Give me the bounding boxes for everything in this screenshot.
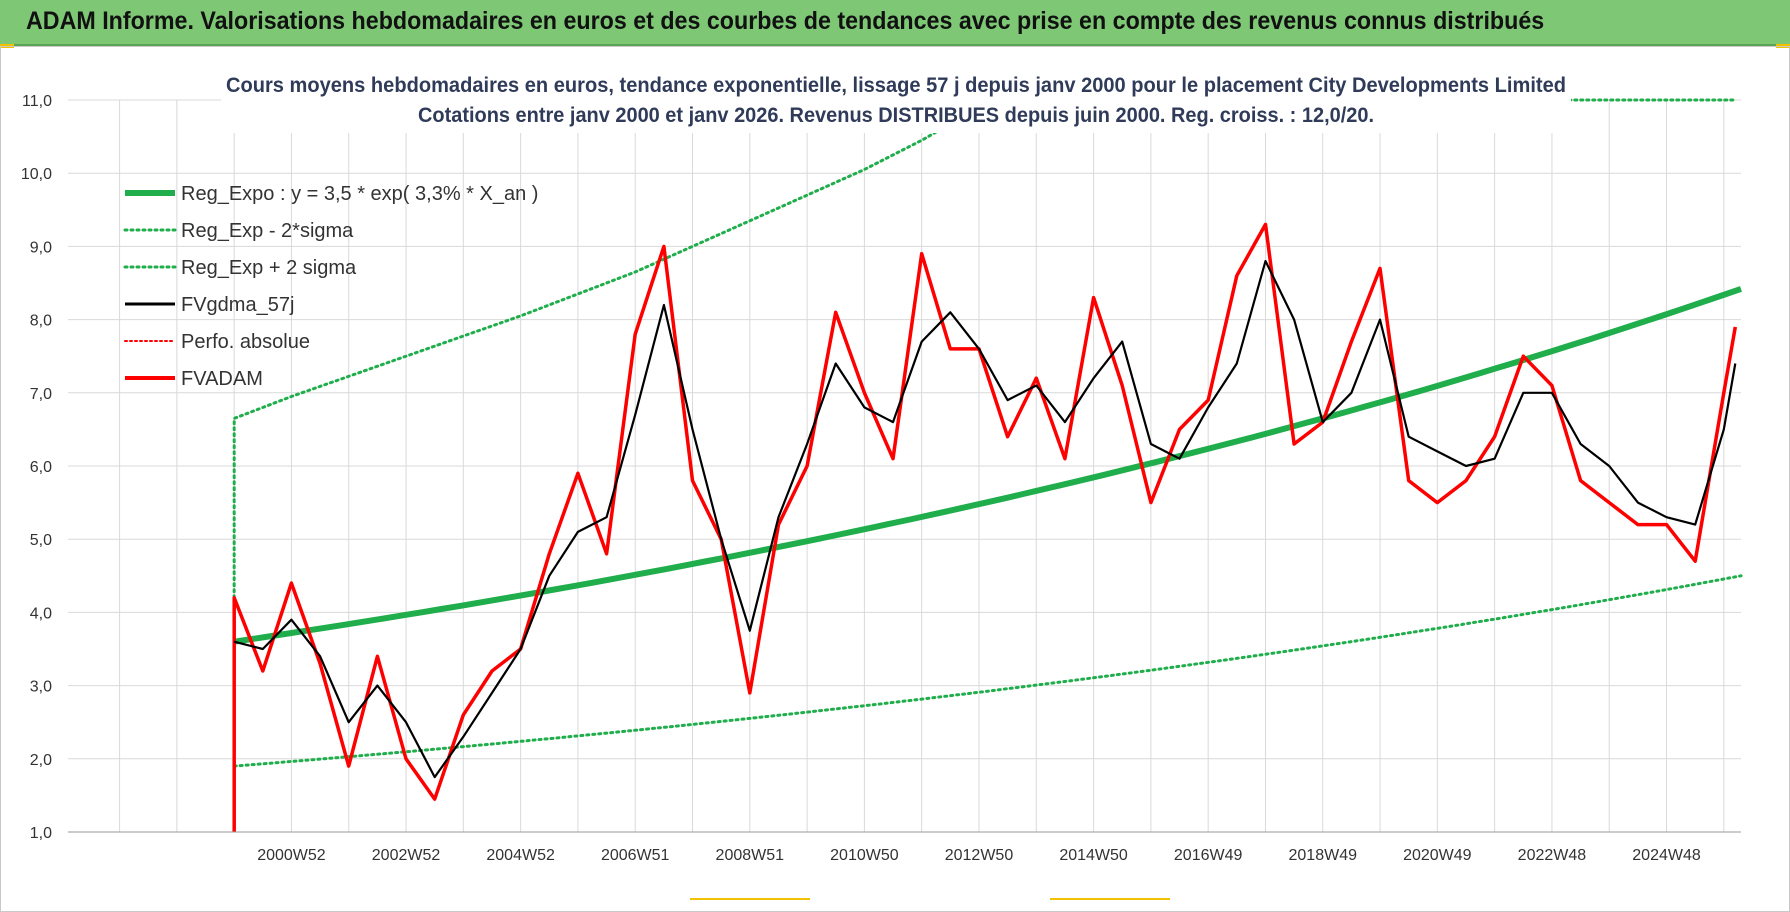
x-tick-label: 2024W48 [1632,847,1701,864]
legend-label-upper: Reg_Exp + 2 sigma [181,257,357,279]
footer-marker-1 [690,898,810,900]
x-tick-label: 2014W50 [1059,847,1128,864]
x-tick-label: 2012W50 [945,847,1014,864]
upper-band-line [232,105,981,600]
header-banner: ADAM Informe. Valorisations hebdomadaire… [0,0,1790,46]
y-tick-label: 9,0 [30,239,52,256]
y-tick-label: 7,0 [30,386,52,403]
x-tick-label: 2022W48 [1518,847,1587,864]
y-tick-label: 5,0 [30,532,52,549]
chart-area: 1,0 2,0 3,0 4,0 5,0 6,0 7,0 8,0 9,0 10,0 11,0 2000W… [0,46,1790,912]
legend-label-trend: Reg_Expo : y = 3,5 * exp( 3,3% * X_an ) [181,183,538,205]
x-tick-label: 2010W50 [830,847,899,864]
lower-band-line [232,574,1743,768]
smoothed-line [233,259,1737,779]
x-tick-label: 2002W52 [372,847,441,864]
trend-line [233,286,1742,645]
y-tick-label: 4,0 [30,605,52,622]
legend-label-price: FVADAM [181,368,263,390]
chart-title-line-2: Cotations entre janv 2000 et janv 2026. … [418,104,1374,127]
line-chart: 1,0 2,0 3,0 4,0 5,0 6,0 7,0 8,0 9,0 10,0 11,0 2000W… [21,67,1743,864]
x-tick-label: 2008W51 [716,847,785,864]
x-tick-label: 2018W49 [1289,847,1358,864]
x-tick-label: 2020W49 [1403,847,1472,864]
y-tick-label: 10,0 [21,166,52,183]
x-tick-label: 2006W51 [601,847,670,864]
y-tick-label: 11,0 [22,93,52,110]
x-tick-label: 2016W49 [1174,847,1243,864]
x-tick-label: 2004W52 [486,847,555,864]
legend-label-perf: Perfo. absolue [181,331,310,353]
x-tick-label: 2000W52 [257,847,326,864]
legend-label-lower: Reg_Exp - 2*sigma [181,220,354,242]
y-tick-label: 6,0 [30,459,52,476]
legend-label-smooth: FVgdma_57j [181,294,294,316]
y-tick-label: 3,0 [30,679,52,696]
chart-title-line-1: Cours moyens hebdomadaires en euros, ten… [226,74,1566,97]
y-tick-label: 1,0 [30,825,52,842]
footer-marker-2 [1050,898,1170,900]
page-title: ADAM Informe. Valorisations hebdomadaire… [26,7,1545,35]
title-background [221,67,1571,133]
y-tick-label: 8,0 [30,313,52,330]
y-tick-label: 2,0 [30,752,52,769]
